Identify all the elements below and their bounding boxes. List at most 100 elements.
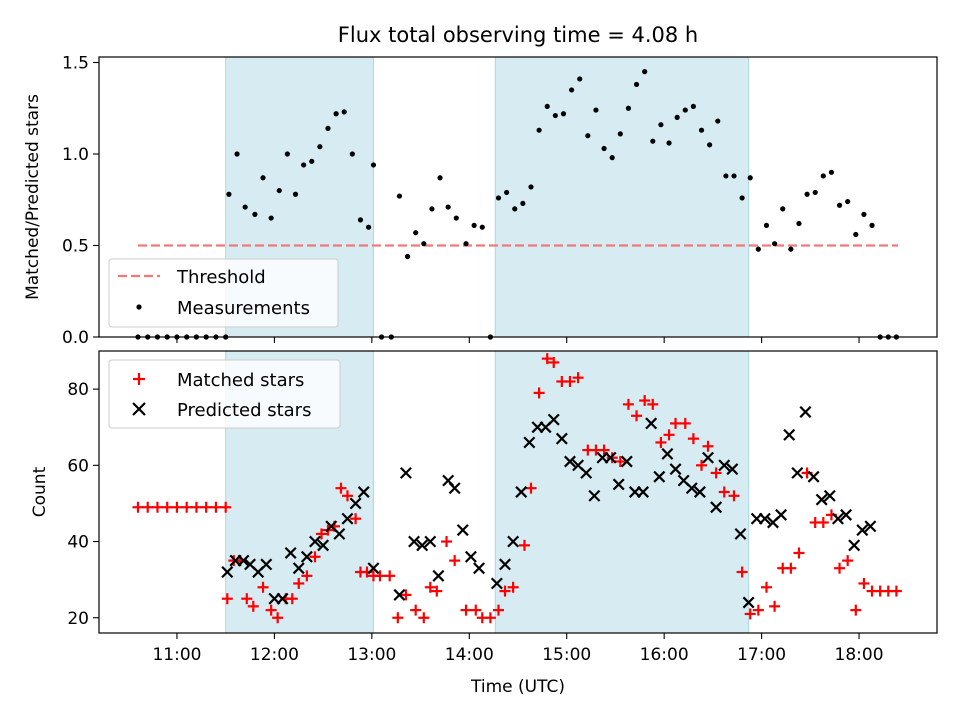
measurement-point	[836, 202, 843, 208]
predicted-star-point	[799, 405, 812, 418]
predicted-star-point	[620, 455, 633, 468]
measurement-point	[788, 246, 794, 252]
matched-star-point	[622, 398, 634, 410]
predicted-star-point	[831, 512, 844, 525]
measurement-point	[544, 103, 550, 110]
predicted-legend-swatch	[132, 402, 146, 416]
matched-star-point	[687, 433, 699, 445]
matched-star-point	[221, 593, 233, 605]
top-legend-box	[108, 258, 339, 328]
measurement-point	[812, 189, 818, 196]
matched-star-point	[736, 566, 748, 578]
matched-star-point	[309, 551, 321, 563]
top-plot-frame	[98, 56, 938, 338]
measurement-point	[617, 131, 623, 137]
x-tick-label: 14:00	[445, 645, 494, 665]
measurement-point	[796, 220, 802, 227]
measurement-point	[650, 138, 656, 144]
measurement-point	[365, 224, 372, 230]
predicted-star-point	[464, 550, 477, 563]
predicted-star-point	[653, 470, 666, 483]
predicted-star-point	[848, 539, 861, 552]
predicted-star-point	[276, 592, 289, 605]
predicted-star-point	[563, 455, 576, 468]
predicted-star-point	[432, 569, 445, 582]
matched-star-point	[384, 570, 396, 582]
predicted-star-point	[221, 566, 234, 579]
measurement-point	[429, 206, 435, 212]
measurements-legend-label: Measurements	[177, 298, 310, 319]
measurement-point	[445, 204, 451, 210]
x-tick-label: 16:00	[640, 645, 689, 665]
measurement-point	[715, 118, 721, 124]
top-x-ticks	[176, 337, 860, 343]
matched-star-point	[718, 486, 730, 498]
measurement-point	[528, 184, 534, 190]
matched-star-point	[418, 612, 430, 624]
matched-star-point	[728, 490, 740, 502]
matched-star-point	[460, 604, 472, 616]
matched-star-point	[572, 372, 584, 384]
x-tick-label: 11:00	[152, 645, 201, 665]
predicted-star-point	[758, 512, 771, 525]
predicted-star-point	[260, 558, 273, 571]
matched-star-point	[518, 539, 530, 551]
x-tick-label: 18:00	[835, 645, 884, 665]
predicted-star-point	[775, 508, 788, 521]
matched-star-point	[400, 589, 412, 601]
measurement-point	[763, 222, 770, 228]
measurement-point	[349, 151, 355, 157]
matched-star-point	[631, 410, 643, 422]
measurement-point	[226, 191, 232, 197]
matched-star-point	[181, 501, 193, 513]
predicted-legend-label: Predicted stars	[177, 400, 311, 421]
predicted-star-point	[490, 577, 503, 590]
matched-star-point	[265, 604, 277, 616]
chart-title: Flux total observing time = 4.08 h	[338, 23, 698, 47]
predicted-star-point	[726, 463, 739, 476]
predicted-star-point	[807, 470, 820, 483]
measurement-point	[804, 191, 810, 197]
y-tick-label: 80	[67, 380, 89, 400]
threshold-legend-label: Threshold	[176, 267, 266, 288]
matched-star-point	[171, 501, 183, 513]
predicted-star-point	[840, 508, 853, 521]
matched-star-point	[424, 581, 436, 593]
predicted-star-point	[341, 512, 354, 525]
predicted-star-point	[416, 539, 429, 552]
matched-legend-swatch	[133, 373, 145, 385]
y-tick-label: 1.5	[62, 53, 89, 73]
matched-star-point	[247, 600, 259, 612]
matched-star-point	[374, 570, 386, 582]
measurement-point	[284, 151, 290, 157]
matched-star-point	[210, 501, 222, 513]
top-shaded-intervals	[225, 56, 750, 338]
matched-star-point	[132, 501, 144, 513]
matched-star-point	[606, 452, 618, 464]
predicted-star-point	[783, 428, 796, 441]
measurement-point	[682, 107, 688, 113]
predicted-star-point	[791, 466, 804, 479]
y-tick-label: 0.0	[62, 328, 89, 348]
matched-star-point	[890, 585, 902, 597]
bottom-y-axis-label: Count	[30, 466, 50, 517]
matched-star-point	[410, 604, 422, 616]
matched-star-point	[142, 501, 154, 513]
predicted-star-point	[612, 478, 625, 491]
bottom-x-ticks: 11:00 12:00 13:00 14:00 15:00 16:00 17:00 18:00	[152, 633, 884, 665]
matched-star-point	[257, 581, 269, 593]
measurement-point	[357, 217, 364, 223]
measurement-point	[301, 162, 307, 168]
measurement-point	[820, 173, 826, 179]
predicted-star-point	[317, 539, 330, 552]
measurement-point	[437, 175, 443, 181]
predicted-star-point	[604, 451, 617, 464]
measurement-point	[845, 198, 851, 205]
measurement-point	[560, 111, 567, 117]
matched-star-point	[702, 440, 714, 452]
matched-star-point	[350, 513, 362, 525]
predicted-star-point	[734, 527, 747, 540]
measurement-point	[861, 211, 867, 217]
measurement-point	[585, 133, 591, 139]
